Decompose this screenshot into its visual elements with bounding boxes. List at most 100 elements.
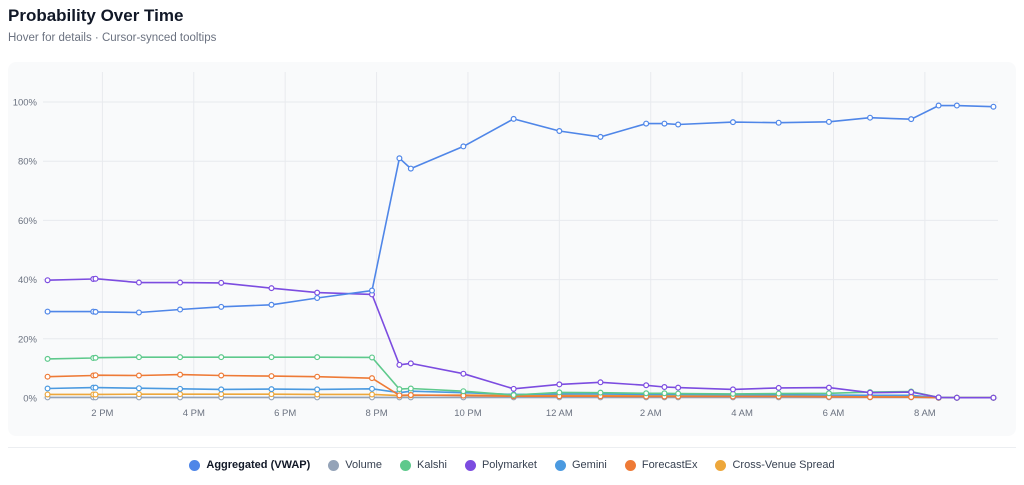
chart-subtitle: Hover for details · Cursor-synced toolti… (8, 32, 217, 44)
data-point (661, 390, 668, 397)
data-point (825, 384, 832, 391)
x-tick-label: 8 PM (365, 408, 387, 419)
data-point (177, 354, 184, 361)
series-line (47, 104, 994, 314)
legend-item[interactable]: Volume (328, 459, 382, 471)
data-point (368, 385, 375, 392)
data-point (775, 119, 782, 126)
data-point (908, 389, 915, 396)
data-point (510, 385, 517, 392)
data-point (396, 155, 403, 162)
legend-item[interactable]: Aggregated (VWAP) (189, 459, 310, 471)
data-point (135, 354, 142, 361)
data-point (460, 370, 467, 377)
data-point (775, 390, 782, 397)
data-point (135, 372, 142, 379)
data-point (825, 390, 832, 397)
data-point (218, 372, 225, 379)
data-point (314, 373, 321, 380)
chart-panel (8, 62, 1016, 436)
grid: 0% 20% 40% 60% 80% 100% 2 PM 4 PM 6 PM 8 PM 10 PM 1… (13, 72, 998, 419)
legend-swatch (624, 459, 636, 471)
data-point (92, 275, 99, 282)
data-point (556, 128, 563, 135)
data-point (460, 143, 467, 150)
x-tick-label: 2 PM (91, 408, 113, 419)
data-point (314, 289, 321, 296)
data-point (953, 394, 960, 401)
data-point (675, 121, 682, 128)
data-point (314, 294, 321, 301)
x-tick-label: 4 AM (731, 408, 753, 419)
legend-label: Aggregated (VWAP) (206, 459, 311, 471)
data-point (268, 373, 275, 380)
series-kalshi (44, 354, 997, 401)
data-point (268, 301, 275, 308)
legend-item[interactable]: Polymarket (464, 459, 537, 471)
x-tick-label: 4 PM (183, 408, 205, 419)
data-point (510, 115, 517, 122)
data-point (597, 389, 604, 396)
data-point (556, 389, 563, 396)
data-point (314, 386, 321, 393)
data-point (177, 371, 184, 378)
data-point (44, 277, 51, 284)
data-point (935, 102, 942, 109)
data-point (44, 373, 51, 380)
data-point (460, 388, 467, 395)
data-point (44, 391, 51, 398)
legend-label: Volume (345, 459, 382, 471)
data-point (268, 386, 275, 393)
legend-swatch (555, 459, 566, 471)
series-line (47, 277, 994, 399)
data-point (368, 391, 375, 398)
data-point (268, 354, 275, 361)
x-tick-label: 6 PM (274, 408, 296, 419)
data-point (396, 386, 403, 393)
data-point (643, 382, 650, 389)
data-point (44, 355, 51, 362)
data-point (661, 384, 668, 391)
data-point (218, 386, 225, 393)
series-line (47, 373, 994, 399)
legend-label: Gemini (572, 459, 607, 471)
data-point (135, 385, 142, 392)
data-point (177, 306, 184, 313)
data-point (92, 354, 99, 361)
legend-item[interactable]: ForecastEx (624, 459, 697, 471)
data-point (556, 381, 563, 388)
data-point (92, 384, 99, 391)
legend-swatch (715, 459, 727, 471)
data-point (92, 308, 99, 315)
legend-swatch (189, 459, 201, 471)
chart-legend: Aggregated (VWAP) Volume Kalshi Polymarket G… (0, 459, 1024, 471)
data-point (396, 392, 403, 399)
data-point (314, 391, 321, 398)
legend-item[interactable]: Kalshi (400, 459, 447, 471)
legend-label: Cross-Venue Spread (732, 459, 835, 471)
data-point (643, 120, 650, 127)
data-point (407, 392, 414, 399)
data-point (825, 118, 832, 125)
x-tick-label: 6 AM (823, 408, 845, 419)
data-point (990, 394, 997, 401)
data-point (407, 360, 414, 367)
data-point (218, 279, 225, 286)
data-point (407, 385, 414, 392)
y-tick-label: 100% (13, 98, 38, 109)
legend-divider (8, 447, 1016, 448)
legend-item[interactable]: Cross-Venue Spread (715, 459, 835, 471)
legend-item[interactable]: Gemini (555, 459, 607, 471)
data-point (177, 279, 184, 286)
data-point (218, 354, 225, 361)
data-point (396, 361, 403, 368)
series-polymarket (44, 275, 997, 401)
legend-label: Polymarket (481, 459, 537, 471)
data-point (314, 354, 321, 361)
data-point (597, 133, 604, 140)
y-tick-label: 40% (18, 275, 38, 286)
data-point (661, 120, 668, 127)
chart-title: Probability Over Time (8, 6, 184, 25)
y-tick-label: 60% (18, 216, 38, 227)
